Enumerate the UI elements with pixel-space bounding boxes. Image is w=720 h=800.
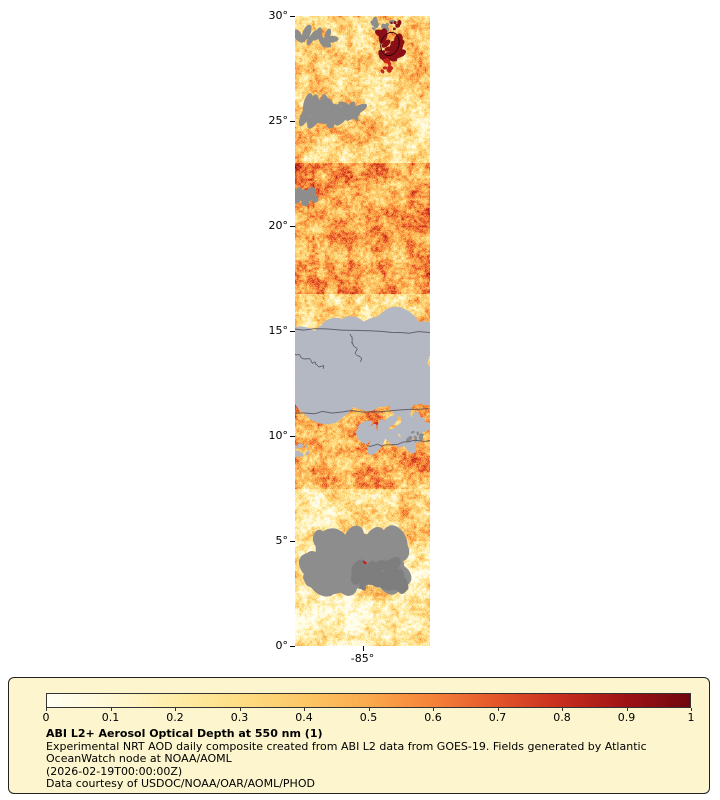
lat-tick-mark [290,646,295,647]
colorbar-tick-mark [562,708,563,711]
legend-caption-line: Experimental NRT AOD daily composite cre… [46,739,647,753]
colorbar-tick-label: 0.5 [359,711,378,724]
colorbar-tick-label: 0.6 [424,711,442,724]
lat-tick-label: 15° [268,324,289,337]
colorbar-tick-mark [433,708,434,711]
legend-caption-line: Data courtesy of USDOC/NOAA/OAR/AOML/PHO… [46,777,315,790]
lon-tick-label: -85° [350,652,375,665]
colorbar-tick-label: 0.1 [101,711,120,724]
lat-tick-mark [290,121,295,122]
colorbar-tick-label: 0.4 [295,711,313,724]
colorbar-tick-mark [626,708,628,711]
colorbar-tick-mark [239,708,241,711]
colorbar-tick-label: 0.9 [617,711,636,724]
lat-tick-mark [290,226,295,227]
lat-tick-mark [290,331,295,332]
colorbar-tick-mark [46,708,47,711]
map-canvas [295,16,430,646]
legend-caption-lines: Experimental NRT AOD daily composite cre… [46,739,647,791]
colorbar-tick-mark [691,708,692,711]
colorbar-tick-label: 0.2 [166,711,184,724]
colorbar-tick-label: 0.8 [553,711,571,724]
legend-caption-line: OceanWatch node at NOAA/AOML [46,752,232,765]
lat-tick-label: 20° [268,219,289,232]
lat-tick-label: 25° [268,114,289,127]
colorbar-tick-mark [497,708,499,711]
lat-tick-mark [290,16,295,17]
lat-tick-label: 30° [268,9,289,22]
legend-panel: ABI L2+ Aerosol Optical Depth at 550 nm … [8,677,710,794]
legend-title: ABI L2+ Aerosol Optical Depth at 550 nm … [46,727,323,740]
lat-tick-mark [290,541,295,542]
colorbar-tick-mark [110,708,112,711]
colorbar-tick-label: 1 [687,711,695,724]
legend-caption-line: (2026-02-19T00:00:00Z) [46,764,183,778]
legend-caption: ABI L2+ Aerosol Optical Depth at 550 nm … [46,727,647,791]
lon-tick-mark [362,646,364,651]
colorbar-tick-mark [175,708,176,711]
colorbar-tick-label: 0.7 [488,711,507,724]
lat-tick-label: 10° [268,429,289,442]
colorbar [46,693,691,708]
colorbar-tick-mark [304,708,305,711]
colorbar-tick-mark [368,708,370,711]
lat-tick-label: 0° [275,639,289,652]
lat-tick-label: 5° [275,534,289,547]
colorbar-tick-label: 0 [42,711,50,724]
colorbar-tick-label: 0.3 [230,711,249,724]
lat-tick-mark [290,436,295,437]
